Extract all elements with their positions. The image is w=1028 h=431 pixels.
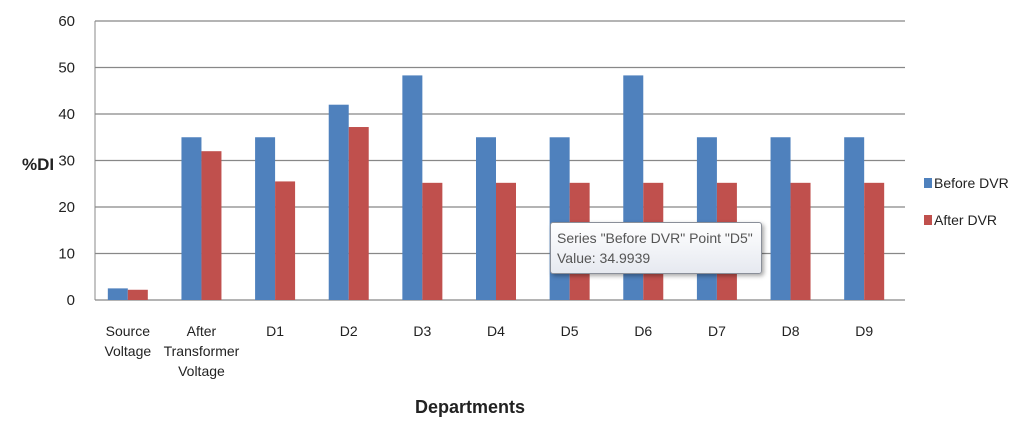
bar-before-dvr bbox=[696, 137, 717, 300]
bar-before-dvr bbox=[549, 137, 570, 300]
x-tick-label: D3 bbox=[413, 323, 431, 339]
x-tick-label: D1 bbox=[266, 323, 284, 339]
bar-after-dvr bbox=[422, 182, 443, 300]
tooltip-value: Value: 34.9939 bbox=[557, 250, 651, 266]
x-tick-label: D7 bbox=[708, 323, 726, 339]
y-tick-label: 0 bbox=[67, 292, 75, 309]
y-tick-label: 50 bbox=[58, 60, 75, 77]
bar-after-dvr bbox=[275, 181, 296, 300]
x-tick-label: D8 bbox=[782, 323, 800, 339]
bar-after-dvr bbox=[496, 182, 516, 300]
x-tick-label: Transformer bbox=[164, 343, 240, 359]
y-tick-label: 20 bbox=[58, 199, 75, 216]
bar-after-dvr bbox=[201, 151, 222, 300]
x-tick-label: D2 bbox=[340, 323, 358, 339]
bar-after-dvr bbox=[348, 127, 369, 301]
bar-before-dvr bbox=[107, 288, 128, 300]
x-tick-label: D4 bbox=[487, 323, 505, 339]
bar-before-dvr bbox=[476, 137, 496, 300]
x-tick-label: D9 bbox=[855, 323, 873, 339]
y-tick-label: 10 bbox=[58, 246, 75, 263]
x-tick-label: D6 bbox=[634, 323, 652, 339]
x-tick-label: D5 bbox=[561, 323, 579, 339]
legend-swatch bbox=[924, 178, 932, 188]
y-tick-label: 30 bbox=[58, 153, 75, 170]
y-tick-label: 60 bbox=[58, 13, 75, 30]
bar-before-dvr bbox=[770, 137, 791, 300]
bar-before-dvr bbox=[181, 137, 202, 300]
bar-after-dvr bbox=[790, 182, 811, 300]
bar-after-dvr bbox=[127, 289, 148, 300]
x-tick-label: Voltage bbox=[104, 343, 151, 359]
legend-label: After DVR bbox=[934, 212, 997, 228]
tooltip: Series "Before DVR" Point "D5" Value: 34… bbox=[550, 222, 762, 274]
legend-swatch bbox=[924, 215, 932, 225]
bar-after-dvr bbox=[864, 182, 885, 300]
bar-before-dvr bbox=[402, 75, 423, 300]
y-axis-label: %DI bbox=[22, 155, 54, 174]
x-tick-label: After bbox=[187, 323, 217, 339]
legend-label: Before DVR bbox=[934, 175, 1009, 191]
tooltip-series-point: Series "Before DVR" Point "D5" bbox=[557, 230, 753, 246]
bar-before-dvr bbox=[844, 137, 865, 300]
bar-before-dvr bbox=[255, 137, 276, 300]
x-axis-label: Departments bbox=[415, 397, 525, 417]
y-tick-label: 40 bbox=[58, 106, 75, 123]
bar-before-dvr bbox=[328, 104, 349, 300]
x-tick-label: Source bbox=[106, 323, 151, 339]
x-tick-label: Voltage bbox=[178, 363, 225, 379]
